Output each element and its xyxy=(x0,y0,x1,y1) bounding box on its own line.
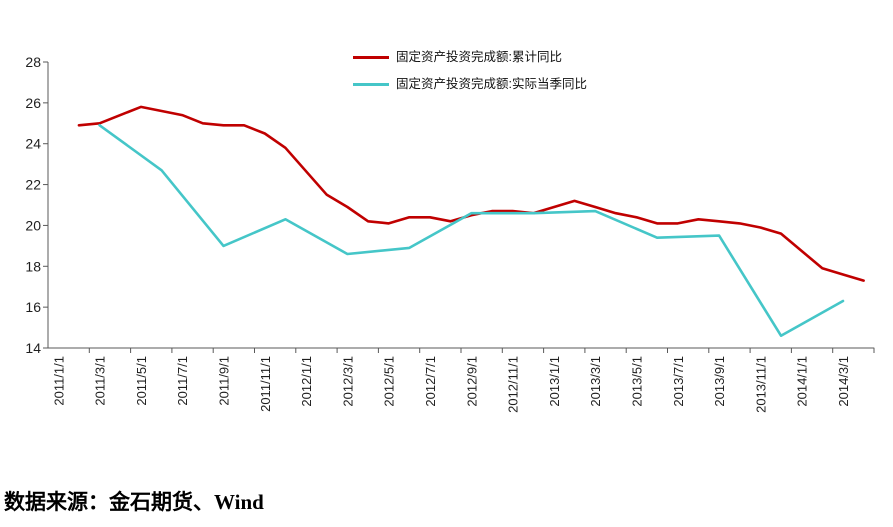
chart-legend: 固定资产投资完成额:累计同比 固定资产投资完成额:实际当季同比 xyxy=(353,49,587,103)
x-tick-label: 2013/5/1 xyxy=(630,356,645,407)
line-chart: 14 16 18 20 22 24 26 28 2011/1/1 2011/3/1 2011/5/1… xyxy=(25,54,875,413)
x-tick-label: 2013/9/1 xyxy=(712,356,727,407)
x-tick-label: 2011/11/1 xyxy=(258,356,273,412)
y-tick-label: 20 xyxy=(25,217,41,233)
series-line-cumulative-yoy xyxy=(77,105,865,282)
x-tick-label: 2014/1/1 xyxy=(795,356,810,407)
x-tick-label: 2011/7/1 xyxy=(175,356,190,406)
x-tick-label: 2012/3/1 xyxy=(340,356,355,407)
x-tick-label: 2012/7/1 xyxy=(423,356,438,407)
x-tick-label: 2013/3/1 xyxy=(588,356,603,407)
legend-line-swatch-red xyxy=(353,55,389,59)
legend-item-cumulative: 固定资产投资完成额:累计同比 xyxy=(353,49,587,65)
y-tick-label: 24 xyxy=(25,136,41,152)
legend-item-label: 固定资产投资完成额:累计同比 xyxy=(396,50,562,64)
y-tick-label: 18 xyxy=(25,258,41,274)
x-tick-label: 2011/1/1 xyxy=(51,356,66,406)
x-tick-label: 2011/9/1 xyxy=(217,356,232,406)
legend-item-label: 固定资产投资完成额:实际当季同比 xyxy=(396,77,587,91)
data-source-caption: 数据来源：金石期货、Wind xyxy=(4,490,264,514)
x-tick-label: 2012/11/1 xyxy=(506,356,521,413)
y-tick-label: 26 xyxy=(25,95,41,111)
y-tick-label: 22 xyxy=(25,177,41,193)
x-tick-label: 2011/5/1 xyxy=(134,356,149,406)
y-tick-label: 16 xyxy=(25,299,41,315)
x-tick-label: 2011/3/1 xyxy=(93,356,108,406)
x-tick-label: 2013/1/1 xyxy=(547,356,562,407)
x-tick-label: 2014/3/1 xyxy=(836,356,851,407)
series-line-quarterly-yoy xyxy=(98,124,845,338)
legend-line-swatch-cyan xyxy=(353,82,389,86)
x-tick-label: 2013/11/1 xyxy=(753,356,768,413)
x-tick-label: 2012/5/1 xyxy=(382,356,397,407)
x-tick-label: 2012/9/1 xyxy=(464,356,479,407)
legend-item-quarterly: 固定资产投资完成额:实际当季同比 xyxy=(353,76,587,92)
x-tick-label: 2013/7/1 xyxy=(671,356,686,407)
chart-area: 14 16 18 20 22 24 26 28 2011/1/1 2011/3/1 2011/5/1… xyxy=(25,49,875,413)
y-tick-label: 14 xyxy=(25,340,41,356)
x-tick-label: 2012/1/1 xyxy=(299,356,314,407)
y-tick-label: 28 xyxy=(25,54,41,70)
